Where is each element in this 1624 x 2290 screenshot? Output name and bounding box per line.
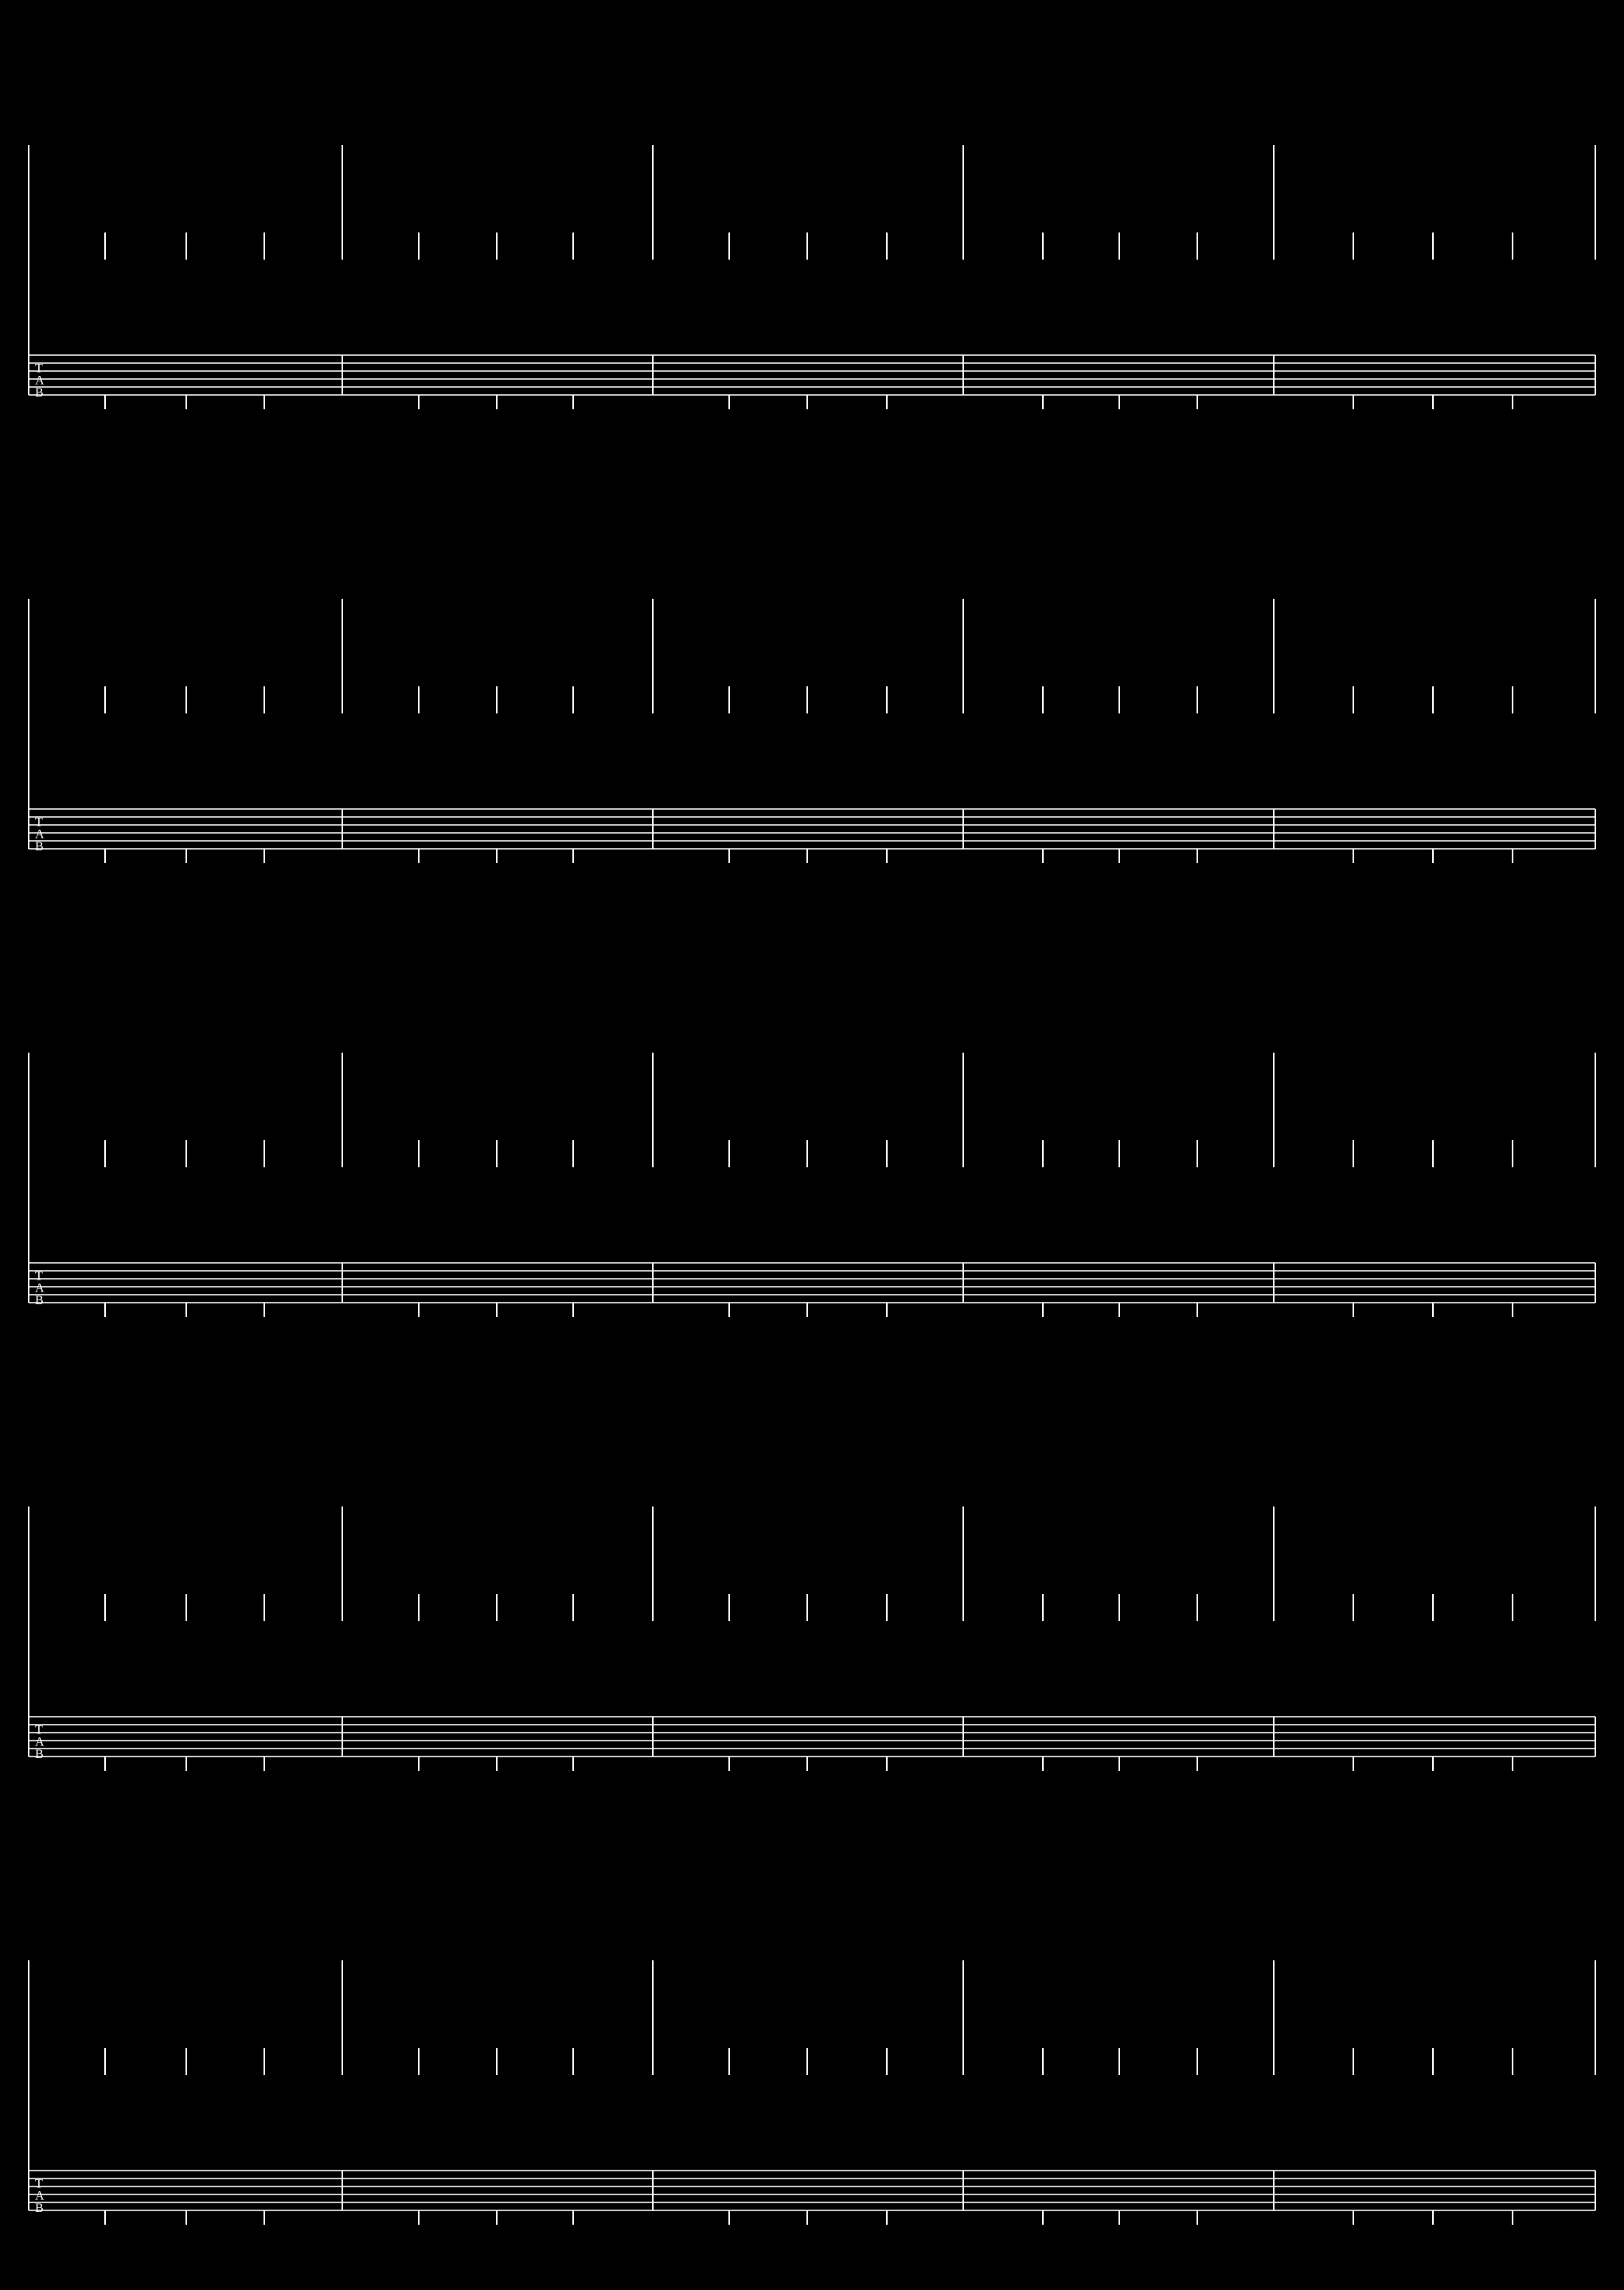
sheet-music: TABTABTABTABTABTAB (0, 0, 1624, 2290)
tab-clef-label: TAB (35, 361, 45, 399)
tab-clef-label: TAB (35, 815, 45, 853)
tab-clef-label: TAB (35, 2177, 45, 2214)
tab-clef-label: TAB (35, 1269, 45, 1307)
tab-clef-label: TAB (35, 1723, 45, 1760)
